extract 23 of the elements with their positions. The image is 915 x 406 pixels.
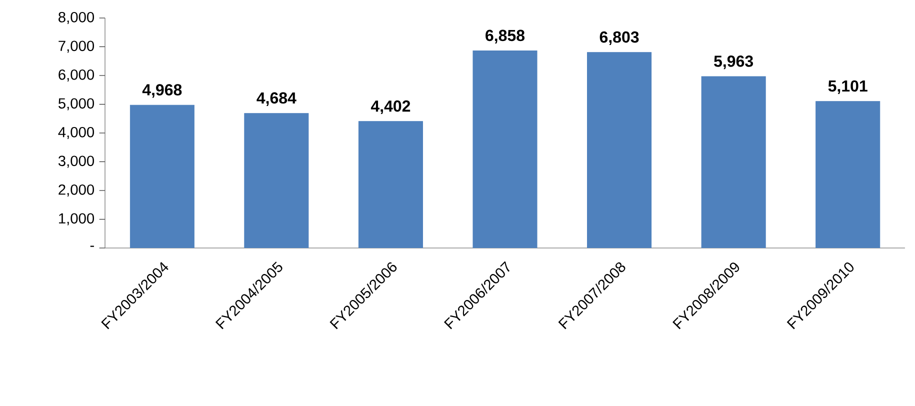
data-label: 5,101 bbox=[828, 80, 868, 94]
y-tick-label: 4,000 bbox=[58, 126, 94, 140]
bar bbox=[472, 50, 538, 248]
y-tick-label: 2,000 bbox=[58, 184, 94, 197]
bar bbox=[130, 104, 194, 248]
y-tick-label: 7,000 bbox=[58, 40, 94, 53]
bar bbox=[701, 76, 766, 248]
data-label: 4,402 bbox=[370, 100, 410, 114]
y-tick-label: 6,000 bbox=[58, 69, 94, 82]
data-label: 4,968 bbox=[142, 84, 182, 98]
data-label: 6,803 bbox=[600, 31, 639, 46]
bar bbox=[358, 121, 423, 248]
bar bbox=[816, 101, 880, 248]
y-tick-label: 3,000 bbox=[58, 156, 94, 168]
y-tick-label: 5,000 bbox=[58, 98, 94, 110]
bar bbox=[587, 52, 652, 248]
y-tick-label: 1,000 bbox=[59, 213, 94, 226]
y-tick-label: - bbox=[90, 246, 94, 247]
data-label: 6,858 bbox=[486, 30, 525, 44]
bar bbox=[244, 113, 309, 248]
y-tick-label: 8,000 bbox=[58, 12, 94, 24]
data-label: 5,963 bbox=[714, 56, 753, 70]
data-label: 4,684 bbox=[256, 92, 296, 106]
